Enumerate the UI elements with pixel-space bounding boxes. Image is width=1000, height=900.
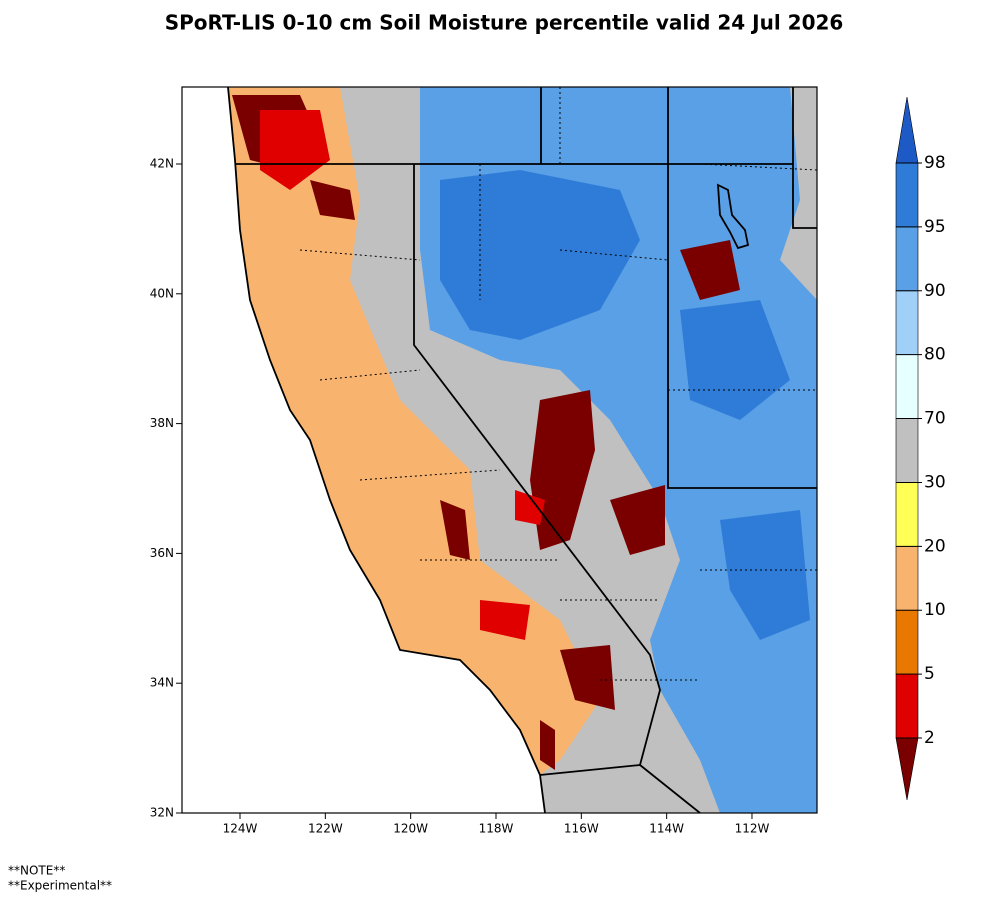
- lon-label: 114W: [649, 822, 684, 836]
- colorbar-label: 70: [924, 409, 946, 429]
- lon-label: 116W: [564, 822, 599, 836]
- colorbar-segment: [895, 162, 919, 228]
- lon-label: 124W: [223, 822, 258, 836]
- colorbar-arrow: [895, 737, 919, 801]
- lon-label: 120W: [393, 822, 428, 836]
- colorbar-arrow: [895, 96, 919, 164]
- state-borders: [235, 87, 817, 813]
- coastline: [227, 87, 546, 813]
- map-frame: [181, 86, 818, 814]
- lat-label: 42N: [150, 157, 174, 171]
- red-patches: [260, 110, 545, 640]
- colorbar-label: 10: [924, 600, 946, 620]
- lon-label: 118W: [479, 822, 514, 836]
- lat-label: 38N: [150, 416, 174, 430]
- great-salt-lake: [716, 183, 750, 250]
- colorbar-label: 20: [924, 536, 946, 556]
- colorbar-label: 30: [924, 472, 946, 492]
- map-title: SPoRT-LIS 0-10 cm Soil Moisture percenti…: [165, 11, 844, 35]
- colorbar-segment: [895, 226, 919, 292]
- colorbar-label: 80: [924, 345, 946, 365]
- colorbar-segment: [895, 673, 919, 739]
- colorbar-segment: [895, 546, 919, 611]
- colorbar-segment: [895, 418, 919, 483]
- colorbar-label: 95: [924, 217, 946, 237]
- colorbar-label: 5: [924, 664, 935, 684]
- very-wet-region: [440, 170, 810, 640]
- map-field: [182, 87, 817, 813]
- colorbar-segment: [895, 354, 919, 419]
- lat-label: 32N: [150, 806, 174, 820]
- colorbar-segment: [895, 482, 919, 547]
- lat-label: 36N: [150, 546, 174, 560]
- county-lines: [299, 87, 817, 681]
- colorbar-label: 98: [924, 153, 946, 173]
- lon-label: 122W: [308, 822, 343, 836]
- note: **NOTE**: [8, 864, 65, 878]
- colorbar-label: 2: [924, 728, 935, 748]
- colorbar-segment: [895, 290, 919, 355]
- lon-label: 112W: [735, 822, 770, 836]
- lat-label: 40N: [150, 286, 174, 300]
- colorbar-label: 90: [924, 281, 946, 301]
- lat-label: 34N: [150, 676, 174, 690]
- note: **Experimental**: [8, 879, 112, 893]
- colorbar-segment: [895, 609, 919, 675]
